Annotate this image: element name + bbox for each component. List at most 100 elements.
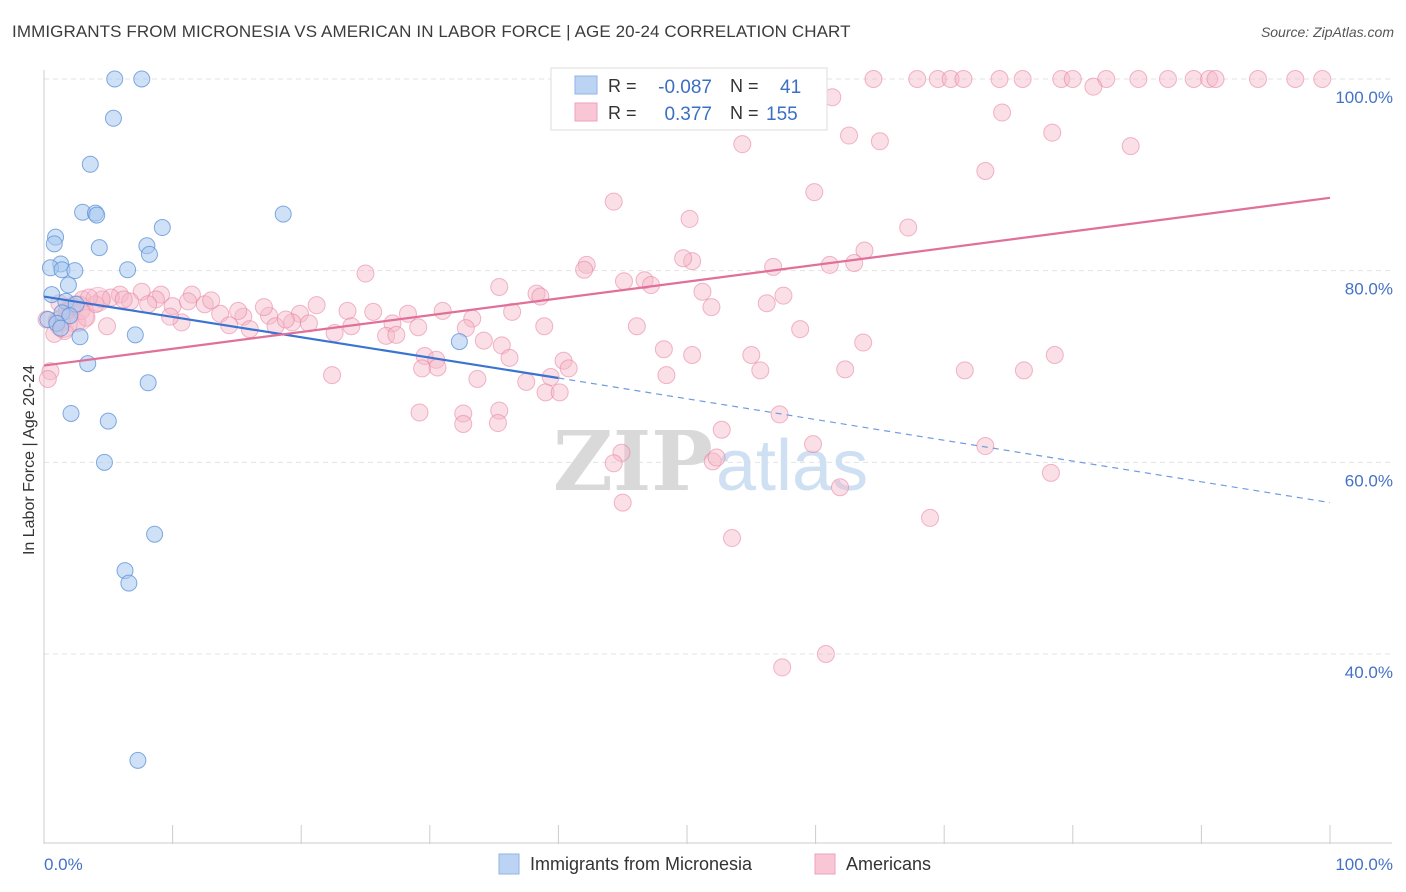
- point-americans: [773, 658, 792, 677]
- point-americans: [1045, 346, 1064, 364]
- point-americans: [454, 404, 473, 423]
- point-americans: [356, 264, 375, 283]
- point-americans: [654, 340, 673, 359]
- point-americans: [490, 277, 509, 296]
- point-americans: [454, 415, 473, 433]
- point-americans: [791, 320, 810, 339]
- point-micronesia: [153, 219, 171, 237]
- point-americans: [387, 325, 406, 344]
- point-americans: [774, 286, 793, 305]
- point-americans: [757, 294, 776, 313]
- legend-r-label-2: R =: [608, 103, 637, 123]
- point-americans: [1184, 70, 1203, 88]
- point-micronesia: [120, 574, 138, 592]
- legend-r-label-1: R =: [608, 76, 637, 96]
- watermark: ZIP atlas: [553, 414, 868, 510]
- point-americans: [517, 372, 536, 391]
- point-americans: [1014, 361, 1033, 380]
- point-micronesia: [106, 70, 124, 88]
- point-americans: [693, 282, 712, 301]
- point-americans: [604, 192, 623, 211]
- point-americans: [627, 317, 646, 336]
- point-americans: [804, 435, 823, 454]
- point-micronesia: [71, 328, 89, 346]
- point-micronesia: [104, 109, 122, 127]
- point-americans: [683, 346, 702, 364]
- point-micronesia: [61, 307, 79, 325]
- point-americans: [1158, 70, 1177, 88]
- trend-line-americans: [43, 196, 1331, 367]
- point-americans: [1313, 70, 1332, 88]
- point-americans: [139, 295, 158, 314]
- point-americans: [908, 70, 927, 88]
- point-micronesia: [133, 70, 151, 88]
- legend-r-value-1: -0.087: [658, 77, 712, 98]
- point-micronesia: [139, 374, 157, 392]
- point-americans: [976, 437, 995, 456]
- legend-n-value-1: 41: [780, 77, 801, 98]
- point-americans: [764, 257, 783, 276]
- point-americans: [1013, 70, 1032, 88]
- trend-line-micronesia-extension: [558, 377, 1331, 504]
- point-americans: [816, 645, 835, 663]
- point-americans: [1200, 70, 1219, 88]
- point-americans: [410, 403, 429, 422]
- point-americans: [179, 292, 198, 311]
- legend-r-value-2: 0.377: [664, 104, 712, 125]
- point-micronesia: [129, 751, 147, 769]
- point-americans: [536, 383, 555, 402]
- axes: [43, 70, 1392, 844]
- point-micronesia: [52, 319, 70, 337]
- point-americans: [229, 301, 248, 320]
- point-americans: [840, 126, 859, 145]
- point-americans: [323, 366, 342, 385]
- point-micronesia: [119, 261, 137, 279]
- legend-label-americans: Americans: [846, 854, 931, 874]
- point-americans: [254, 298, 273, 317]
- series-americans: [37, 70, 1332, 677]
- trend-line-micronesia: [43, 295, 559, 380]
- point-americans: [955, 361, 974, 380]
- point-americans: [98, 317, 117, 336]
- point-americans: [85, 286, 111, 312]
- point-americans: [928, 70, 947, 88]
- point-americans: [742, 346, 761, 364]
- point-americans: [921, 508, 940, 527]
- point-americans: [993, 103, 1012, 122]
- point-americans: [845, 254, 864, 272]
- point-micronesia: [274, 205, 292, 223]
- point-americans: [575, 260, 594, 279]
- legend-n-value-2: 155: [766, 104, 798, 125]
- point-americans: [38, 369, 57, 388]
- x-tick-labels: 0.0% 100.0%: [44, 855, 1393, 874]
- point-americans: [831, 478, 850, 497]
- gridlines: [44, 78, 1392, 655]
- point-micronesia: [99, 412, 117, 430]
- point-americans: [433, 301, 452, 320]
- y-tick-labels: 40.0% 60.0% 80.0% 100.0%: [1335, 88, 1393, 682]
- point-micronesia: [43, 286, 61, 304]
- point-americans: [657, 366, 676, 385]
- y-tick-label: 60.0%: [1345, 471, 1393, 490]
- point-americans: [1084, 77, 1103, 96]
- point-americans: [500, 348, 519, 367]
- point-micronesia: [45, 235, 63, 253]
- point-micronesia: [146, 525, 164, 543]
- point-americans: [990, 70, 1009, 88]
- point-micronesia: [90, 239, 108, 257]
- point-micronesia: [88, 206, 106, 224]
- point-americans: [114, 290, 133, 309]
- point-americans: [559, 359, 578, 378]
- point-americans: [535, 317, 554, 336]
- point-americans: [1248, 70, 1267, 88]
- source-label: Source: ZipAtlas.com: [1260, 24, 1394, 40]
- series-legend: Immigrants from Micronesia Americans: [498, 853, 931, 875]
- point-americans: [612, 443, 631, 462]
- point-americans: [276, 310, 295, 329]
- point-americans: [1286, 70, 1305, 88]
- x-tick-label: 0.0%: [44, 855, 83, 874]
- point-micronesia: [81, 155, 99, 173]
- point-americans: [468, 369, 487, 388]
- point-americans: [428, 358, 447, 377]
